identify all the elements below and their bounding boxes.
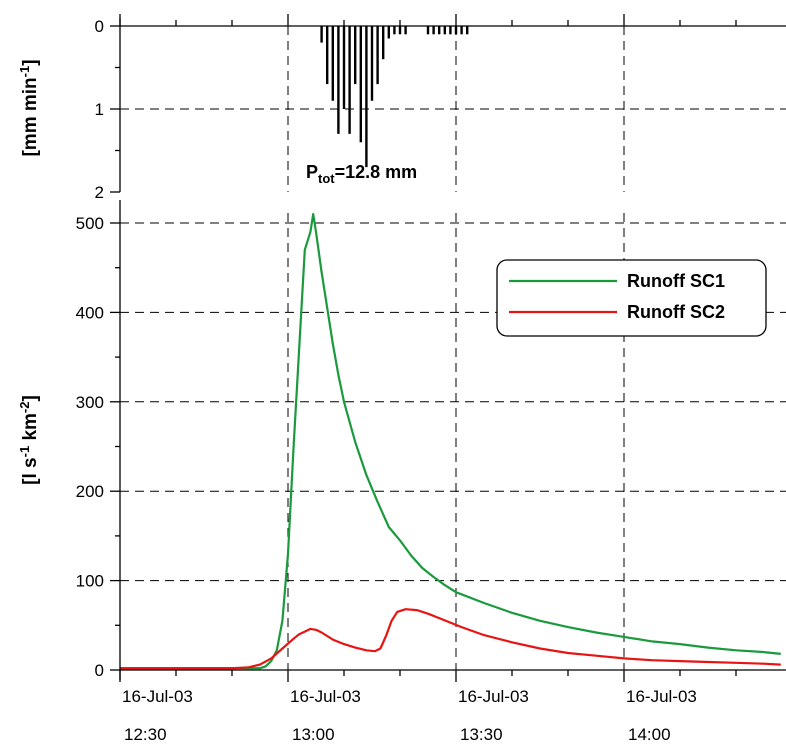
precip-y-axis-title: [mm min-1]: [17, 59, 41, 156]
runoff-xticks: 16-Jul-03 12:30 16-Jul-03 13:00 16-Jul-03 13:…: [119, 670, 737, 744]
precip-y-tick-label: 1: [95, 100, 104, 119]
runoff-y-tick-label: 500: [76, 214, 104, 233]
runoff-lines: [120, 213, 781, 670]
precip-grid: [120, 26, 786, 192]
series-line-runoff-sc1: [120, 213, 781, 670]
runoff-y-tick-label: 100: [76, 572, 104, 591]
x-tick-label-date: 16-Jul-03: [458, 687, 529, 706]
legend-box: [496, 259, 767, 337]
runoff-y-tick-label: 0: [95, 661, 104, 680]
legend-label-sc2: Runoff SC2: [627, 302, 725, 322]
runoff-yticks: 0 100 200 300 400 500: [76, 214, 120, 680]
legend: Runoff SC1 Runoff SC2: [496, 259, 767, 337]
precip-axes: [119, 14, 786, 192]
precip-y-tick-label: 2: [95, 183, 104, 202]
runoff-grid: [120, 213, 786, 670]
precip-annotation: Ptot=12.8 mm: [306, 162, 417, 186]
x-tick-label-time: 13:00: [292, 725, 335, 744]
precip-panel: 0 1 2 Ptot=12.8 mm [mm min-1]: [17, 14, 786, 202]
runoff-y-tick-label: 400: [76, 303, 104, 322]
runoff-axes: [119, 200, 786, 680]
legend-label-sc1: Runoff SC1: [627, 271, 725, 291]
runoff-y-tick-label: 300: [76, 393, 104, 412]
x-tick-label-date: 16-Jul-03: [122, 687, 193, 706]
precip-y-tick-label: 0: [95, 17, 104, 36]
x-tick-label-date: 16-Jul-03: [290, 687, 361, 706]
precip-bars: [320, 26, 469, 168]
x-tick-label-date: 16-Jul-03: [626, 687, 697, 706]
precip-yticks: 0 1 2: [95, 17, 120, 202]
series-line-runoff-sc2: [120, 608, 781, 670]
x-tick-label-time: 12:30: [124, 725, 167, 744]
runoff-y-tick-label: 200: [76, 482, 104, 501]
x-tick-label-time: 14:00: [628, 725, 671, 744]
x-tick-label-time: 13:30: [460, 725, 503, 744]
runoff-y-axis-title: [l s-1 km-2]: [17, 395, 41, 485]
